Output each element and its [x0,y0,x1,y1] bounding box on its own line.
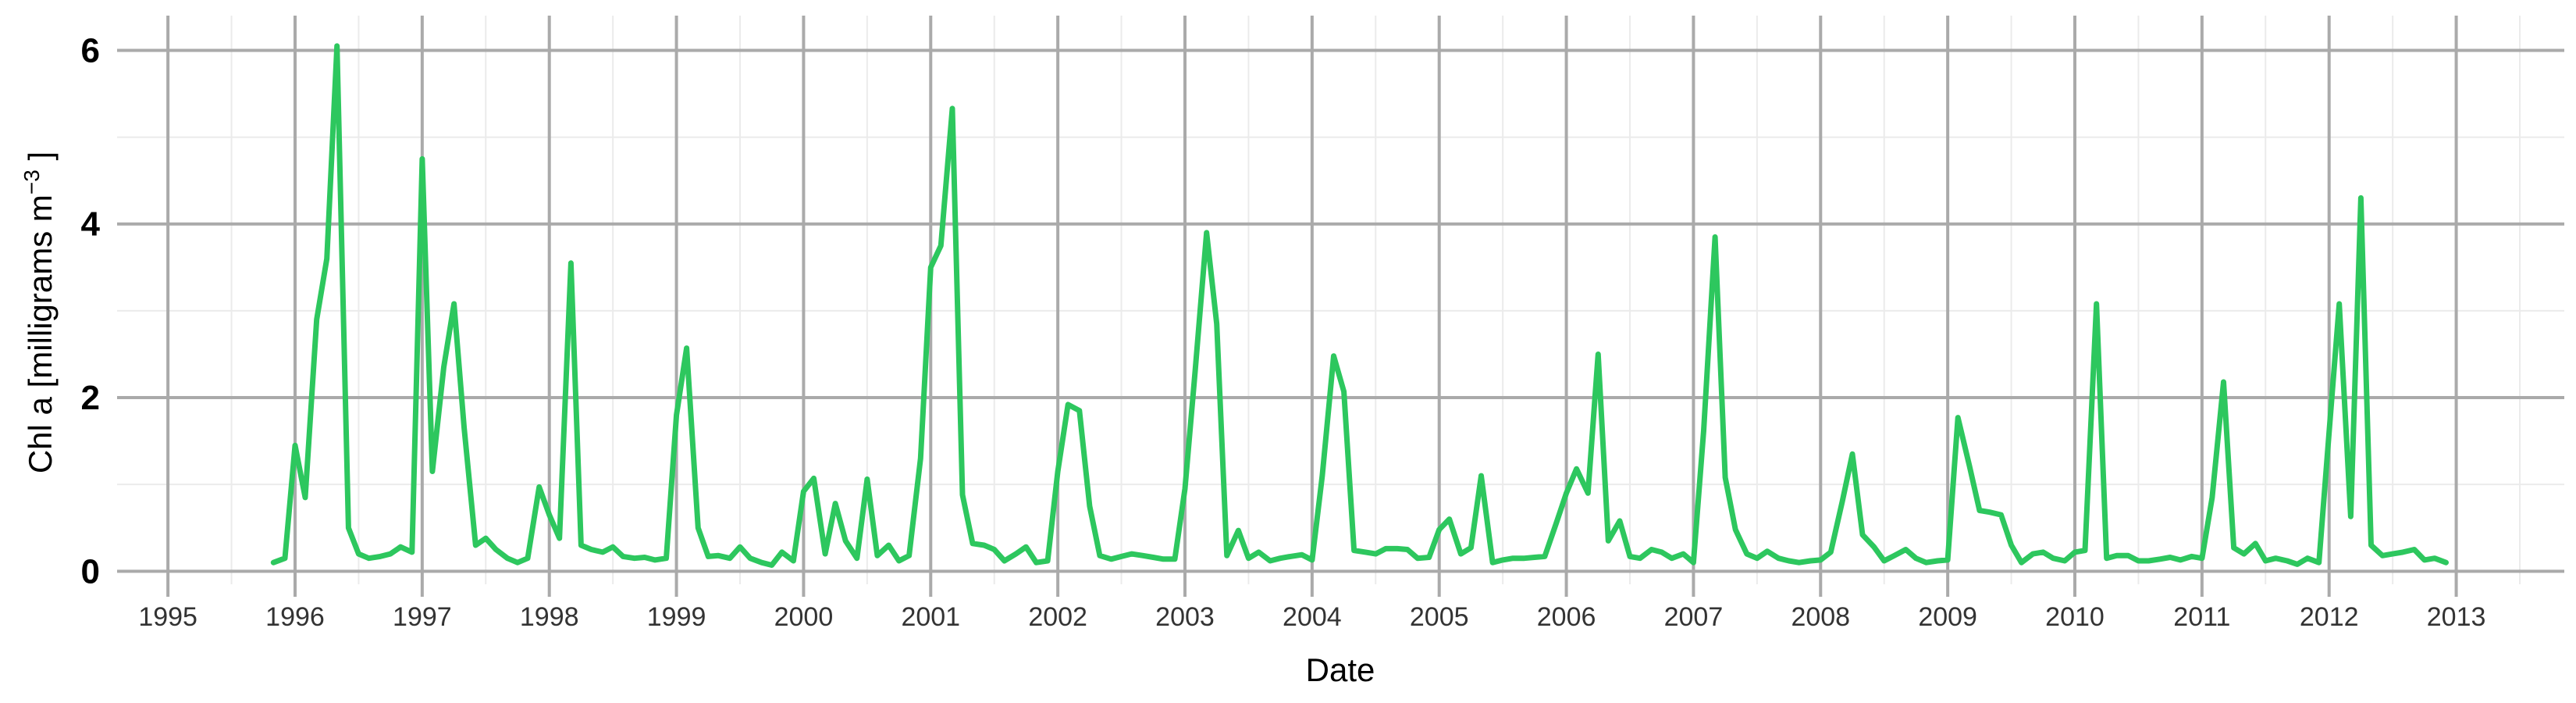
x-tick-label: 2008 [1791,602,1850,632]
x-tick-label: 1999 [647,602,706,632]
y-tick-label: 0 [81,552,100,591]
y-tick-label: 2 [81,379,100,417]
y-axis-title-main: Chl a [milligrams m [22,194,59,473]
x-tick-label: 2009 [1918,602,1977,632]
x-tick-label: 2004 [1283,602,1342,632]
data-line-layer [270,43,2449,568]
x-tick-label: 2011 [2173,602,2230,632]
x-tick-label: 2012 [2300,602,2359,632]
minor-grid [117,16,2564,584]
chl-a-series-line [270,43,2449,568]
x-tick-labels: 1995 1996 1997 1998 1999 2000 2001 2002 2003 2004… [138,602,2485,632]
y-axis-title: Chl a [milligrams m−3 ] [20,152,59,473]
x-tick-label: 2005 [1410,602,1469,632]
x-tick-label: 1995 [138,602,197,632]
x-tick-label: 2001 [901,602,960,632]
x-tick-label: 2002 [1028,602,1087,632]
major-grid [117,16,2564,597]
y-axis-title-exponent: −3 [20,170,44,194]
x-tick-label: 2013 [2427,602,2486,632]
x-tick-label: 1996 [265,602,325,632]
x-tick-label: 2006 [1537,602,1596,632]
x-tick-label: 2010 [2045,602,2105,632]
y-tick-labels: 0 2 4 6 [81,31,101,591]
y-tick-label: 6 [81,31,100,70]
x-axis-title: Date [1306,651,1375,688]
y-axis-title-suffix: ] [22,152,59,170]
x-tick-label: 1997 [393,602,452,632]
x-tick-label: 2003 [1155,602,1215,632]
x-tick-label: 2007 [1664,602,1724,632]
x-tick-label: 2000 [774,602,834,632]
x-tick-label: 1998 [520,602,579,632]
y-tick-label: 4 [81,205,101,244]
